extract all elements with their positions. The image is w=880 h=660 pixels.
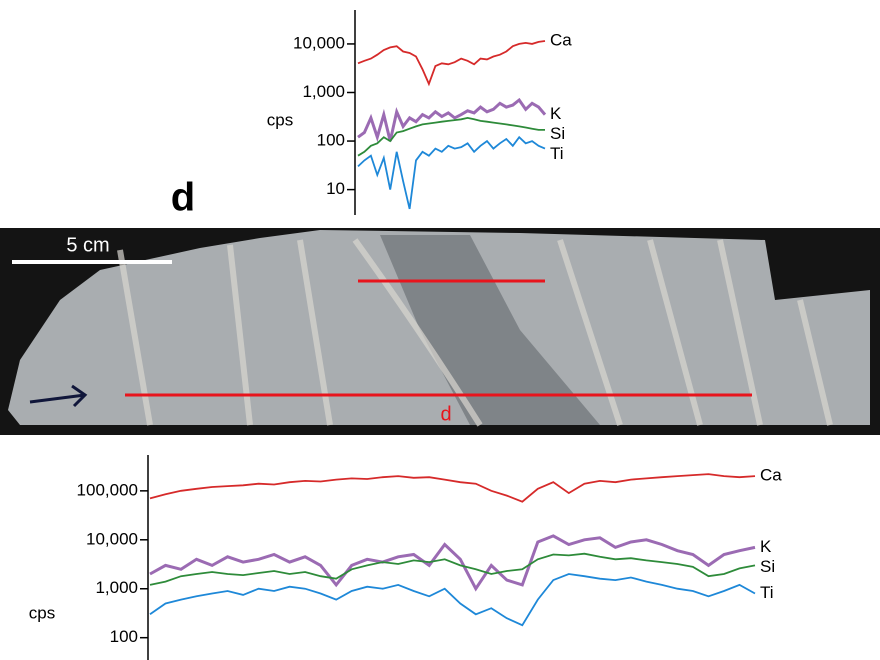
legend-label: Ca	[550, 30, 572, 49]
legend-label: Ca	[760, 466, 782, 485]
legend-label: K	[760, 537, 772, 556]
y-tick-label: 100	[317, 131, 345, 150]
y-tick-label: 100,000	[77, 480, 138, 499]
y-tick-label: 100	[110, 627, 138, 646]
y-axis-label: cps	[29, 603, 55, 622]
legend-label: K	[550, 104, 562, 123]
y-axis-label: cps	[267, 110, 293, 129]
series-line	[149, 473, 756, 503]
scan-line-label: d	[440, 403, 451, 425]
rock-veins	[117, 238, 833, 427]
series-line	[149, 552, 756, 586]
series-line	[149, 573, 756, 627]
legend-label: Ti	[760, 583, 774, 602]
series-line	[357, 135, 546, 210]
scale-bar-label: 5 cm	[66, 234, 109, 256]
y-tick-label: 1,000	[302, 82, 345, 101]
legend-label: Si	[550, 124, 565, 143]
series-line	[357, 116, 545, 157]
legend-label: Ti	[550, 144, 564, 163]
panel-label: d	[171, 176, 195, 220]
direction-arrow	[29, 384, 88, 408]
y-tick-label: 10,000	[86, 529, 138, 548]
rock-photo: 5 cm d	[0, 228, 880, 435]
y-tick-label: 1,000	[95, 578, 138, 597]
y-tick-label: 10,000	[293, 33, 345, 52]
series-line	[357, 40, 546, 87]
legend-label: Si	[760, 557, 775, 576]
series-line	[357, 97, 547, 143]
series-line	[149, 534, 756, 592]
y-tick-label: 10	[326, 179, 345, 198]
